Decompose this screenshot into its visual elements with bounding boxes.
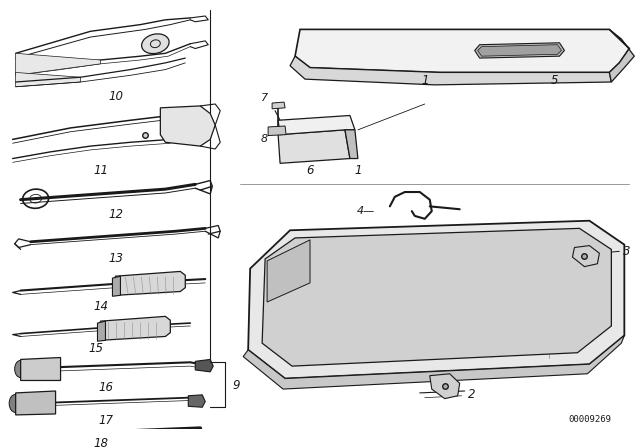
Polygon shape [161, 106, 215, 146]
Text: 16: 16 [98, 381, 113, 394]
Text: 3: 3 [623, 245, 631, 258]
Polygon shape [477, 45, 561, 56]
Text: 11: 11 [93, 164, 108, 177]
Text: 5: 5 [551, 73, 558, 86]
Polygon shape [97, 321, 106, 341]
Polygon shape [188, 395, 205, 407]
Polygon shape [243, 336, 625, 389]
Polygon shape [267, 240, 310, 302]
Polygon shape [345, 130, 358, 159]
Text: 10: 10 [108, 90, 123, 103]
Text: 2: 2 [468, 388, 475, 401]
Text: 7: 7 [261, 93, 268, 103]
Text: 12: 12 [108, 207, 123, 220]
Text: 9: 9 [232, 379, 240, 392]
Polygon shape [195, 359, 213, 372]
Polygon shape [290, 56, 611, 85]
Polygon shape [20, 358, 61, 380]
Text: 15: 15 [88, 342, 103, 355]
Text: 17: 17 [98, 414, 113, 427]
Polygon shape [475, 43, 564, 58]
Text: 1: 1 [421, 73, 429, 86]
Polygon shape [15, 53, 100, 75]
Text: 14: 14 [93, 300, 108, 313]
Polygon shape [278, 130, 350, 164]
Polygon shape [15, 391, 56, 415]
Polygon shape [115, 271, 186, 295]
Text: 4—: 4— [356, 206, 375, 216]
Polygon shape [15, 73, 81, 87]
Polygon shape [278, 116, 355, 134]
Text: 13: 13 [108, 251, 123, 264]
Polygon shape [100, 316, 170, 340]
Text: 18: 18 [93, 437, 108, 448]
Ellipse shape [15, 360, 27, 378]
Polygon shape [248, 221, 625, 379]
Text: 00009269: 00009269 [568, 415, 611, 424]
Polygon shape [268, 126, 286, 136]
Polygon shape [113, 276, 120, 296]
Text: 1: 1 [354, 164, 362, 177]
Polygon shape [572, 246, 600, 267]
Polygon shape [262, 228, 611, 366]
Text: 6: 6 [307, 164, 314, 177]
Text: 8: 8 [261, 134, 268, 144]
Ellipse shape [141, 34, 169, 54]
Ellipse shape [9, 394, 22, 413]
Polygon shape [295, 30, 629, 73]
Polygon shape [272, 102, 285, 109]
Polygon shape [609, 30, 634, 82]
Polygon shape [430, 374, 460, 399]
